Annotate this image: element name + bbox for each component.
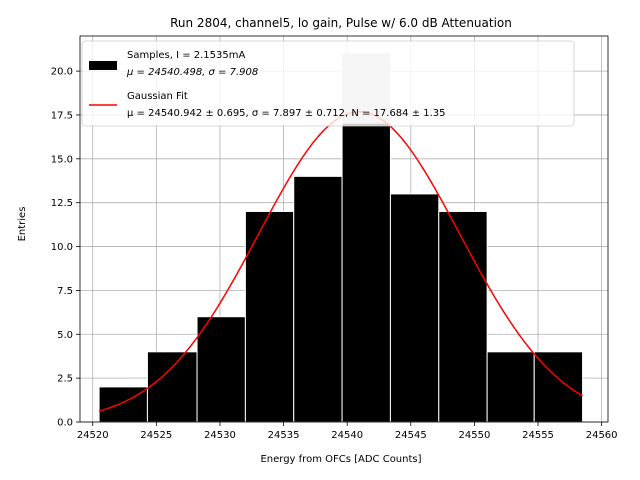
x-tick-label: 24545	[395, 430, 427, 441]
histogram-bar-4	[244, 210, 295, 423]
legend-fit-label: Gaussian Fit	[127, 91, 188, 102]
histogram-bar-8	[438, 210, 488, 423]
x-tick-label: 24535	[268, 430, 300, 441]
histogram-bar-3	[196, 316, 246, 423]
y-tick-label: 17.5	[51, 110, 73, 121]
legend: Samples, I = 2.1535mA μ = 24540.498, σ =…	[81, 40, 575, 127]
histogram-bar-1	[98, 386, 148, 423]
histogram-bar-9	[486, 351, 535, 423]
histogram-bar-7	[389, 193, 440, 423]
x-tick-label: 24550	[459, 430, 491, 441]
x-tick-label: 24530	[204, 430, 236, 441]
legend-samples-stats: μ = 24540.498, σ = 7.908	[126, 67, 258, 78]
legend-samples-swatch	[89, 61, 117, 70]
chart-title: Run 2804, channel5, lo gain, Pulse w/ 6.…	[170, 16, 512, 30]
legend-samples-sigma: σ = 7.908	[209, 67, 259, 78]
y-tick-label: 0.0	[57, 418, 73, 429]
x-tick-label: 24520	[77, 430, 109, 441]
y-tick-label: 10.0	[51, 242, 73, 253]
y-tick-label: 20.0	[51, 67, 73, 78]
y-tick-label: 12.5	[51, 198, 73, 209]
x-tick-label: 24560	[586, 430, 618, 441]
histogram-bar-5	[293, 175, 343, 423]
legend-samples-mu: μ = 24540.498,	[126, 67, 209, 78]
x-axis-label: Energy from OFCs [ADC Counts]	[260, 454, 421, 465]
y-axis-ticks: 0.0 2.5 5.0 7.5 10.0 12.5 15.0 17.5 20.0	[51, 67, 80, 429]
x-tick-label: 24540	[331, 430, 363, 441]
legend-samples-label: Samples, I = 2.1535mA	[127, 50, 245, 61]
x-axis-ticks: 24520 24525 24530 24535 24540 24545 24550 24555…	[77, 422, 618, 441]
axes-frame	[79, 35, 609, 423]
legend-fit-stats: μ = 24540.942 ± 0.695, σ = 7.897 ± 0.712…	[127, 108, 446, 119]
y-tick-label: 15.0	[51, 154, 73, 165]
y-tick-label: 5.0	[57, 330, 73, 341]
legend-box	[81, 40, 575, 127]
y-axis-label: Entries	[17, 207, 28, 242]
histogram-bar-2	[146, 351, 198, 423]
x-tick-label: 24525	[140, 430, 172, 441]
y-tick-label: 7.5	[57, 286, 73, 297]
y-tick-label: 2.5	[57, 374, 73, 385]
x-tick-label: 24555	[522, 430, 554, 441]
